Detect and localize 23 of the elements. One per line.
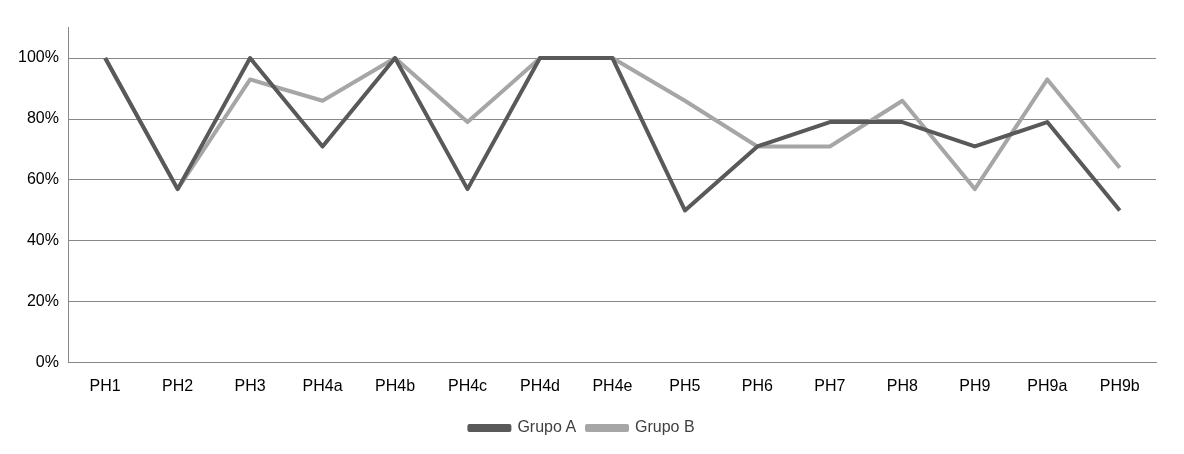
x-tick-label: PH4e — [592, 376, 633, 394]
y-tick-label: 20% — [26, 292, 59, 310]
x-tick-label: PH2 — [162, 376, 194, 394]
x-tick-label: PH1 — [89, 376, 121, 394]
legend-label: Grupo A — [517, 418, 577, 436]
x-tick-label: PH4b — [375, 376, 416, 394]
x-tick-label: PH3 — [234, 376, 266, 394]
x-tick-label: PH6 — [741, 376, 774, 394]
x-tick-label: PH5 — [669, 376, 701, 394]
y-tick-label: 80% — [26, 109, 59, 127]
y-tick-label: 40% — [26, 231, 59, 249]
y-tick-label: 60% — [26, 170, 59, 188]
x-tick-label: PH9 — [959, 376, 991, 394]
x-tick-label: PH9a — [1027, 376, 1068, 394]
x-tick-label: PH4c — [447, 376, 488, 394]
x-tick-label: PH8 — [886, 376, 919, 394]
x-tick-label: PH7 — [814, 376, 846, 394]
legend-label: Grupo B — [635, 418, 695, 436]
x-tick-label: PH4d — [519, 376, 560, 394]
x-tick-label: PH9b — [1099, 376, 1140, 394]
x-tick-label: PH4a — [302, 376, 343, 394]
y-tick-label: 0% — [35, 353, 59, 371]
y-tick-label: 100% — [18, 48, 59, 66]
